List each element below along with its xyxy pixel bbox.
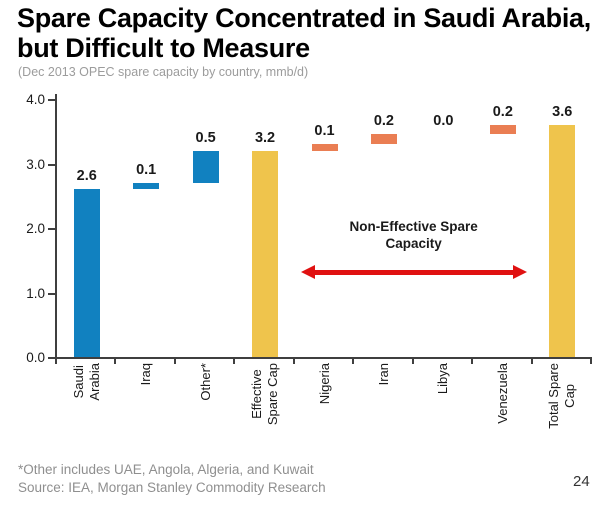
x-axis-tick [590,359,592,364]
value-label-venezuela: 0.2 [492,103,513,120]
x-axis-label-text: Saudi Arabia [70,363,102,401]
bar-iran [370,134,397,145]
value-label-other: 0.5 [195,129,216,146]
chart-footnote: *Other includes UAE, Angola, Algeria, an… [18,462,314,477]
x-axis-label-effective-spare-cap: Effective Spare Cap [249,363,281,453]
y-axis-tick-label: 4.0 [26,92,45,107]
x-axis-line [55,357,592,359]
y-axis-tick-label: 3.0 [26,156,45,172]
x-axis-label-total-spare-cap: Total Spare Cap [546,363,578,453]
y-axis-tick [48,99,55,101]
x-axis-label-text: Iran [375,363,391,386]
chart-subtitle: (Dec 2013 OPEC spare capacity by country… [18,65,309,79]
page-title: Spare Capacity Concentrated in Saudi Ara… [17,3,591,63]
x-axis-label-text: Effective Spare Cap [249,363,281,426]
x-axis-tick [114,359,117,364]
x-axis-label-text: Iraq [138,363,154,386]
x-axis-label-text: Nigeria [316,363,332,405]
bar-effective-spare-cap [252,150,279,357]
bar-total-spare-cap [549,124,576,357]
x-axis-label-saudi-arabia: Saudi Arabia [71,363,103,453]
x-axis-label-nigeria: Nigeria [317,363,333,453]
value-label-libya: 0.0 [433,113,454,130]
source-text: Source: IEA, Morgan Stanley Commodity Re… [18,480,326,495]
bar-other [192,150,219,183]
value-label-total-spare-cap: 3.6 [552,103,573,120]
x-axis-label-venezuela: Venezuela [495,363,511,453]
y-axis-tick-label: 2.0 [26,221,45,236]
x-axis-label-text: Venezuela [494,363,510,424]
annotation-arrow-shaft [310,269,517,275]
y-axis-tick [48,357,55,359]
value-label-effective-spare-cap: 3.2 [254,129,276,146]
annotation-arrow-right-head [512,265,527,279]
annotation-label: Non-Effective Spare Capacity [349,219,478,251]
y-axis-tick [48,163,55,166]
value-label-iran: 0.2 [373,113,395,130]
y-axis-tick-label: 1.0 [26,285,45,301]
value-label-iraq: 0.1 [136,161,157,178]
y-axis-tick [48,292,55,295]
value-label-nigeria: 0.1 [314,123,335,140]
x-axis-tick [173,359,176,364]
bar-nigeria [311,144,338,151]
x-axis-tick [471,359,474,364]
bar-iraq [133,182,160,190]
y-axis-tick-label: 0.0 [26,350,45,365]
x-axis-label-iran: Iran [376,363,392,453]
page-number: 24 [573,473,590,490]
bar-saudi-arabia [73,189,100,357]
x-axis-label-iraq: Iraq [138,363,154,453]
annotation-arrow-left-head [300,265,315,279]
y-axis-tick [48,228,55,230]
x-axis-label-libya: Libya [435,363,451,453]
x-axis-label-other: Other* [198,363,214,453]
x-axis-tick [411,359,414,364]
x-axis-label-text: Other* [197,363,213,401]
y-axis-line [55,94,57,359]
x-axis-tick [233,359,236,364]
x-axis-label-text: Total Spare Cap [546,363,578,429]
bar-venezuela [489,124,516,135]
x-axis-tick [530,359,533,364]
x-axis-tick [352,359,355,364]
x-axis-tick [55,359,57,364]
x-axis-tick [292,359,295,364]
x-axis-label-text: Libya [435,363,451,395]
value-label-saudi-arabia: 2.6 [76,168,97,185]
